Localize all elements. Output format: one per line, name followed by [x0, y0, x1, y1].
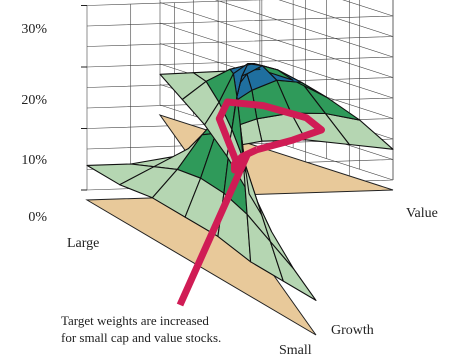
style-axis-end-label: Growth: [331, 323, 374, 338]
wall-gridline-h: [86, 0, 394, 27]
y-tick-20: 20%: [21, 93, 47, 108]
wall-gridline-h: [86, 0, 394, 68]
highlight-pointer: [176, 151, 251, 307]
annotation-line-1: Target weights are increased: [61, 313, 209, 328]
annotation-line-2: for small cap and value stocks.: [61, 330, 221, 345]
base-plane: [85, 114, 394, 336]
size-axis-start-label: Large: [67, 236, 99, 251]
surface-mesh: [86, 62, 394, 301]
y-tick-0: 0%: [28, 210, 47, 225]
base-slab: [85, 114, 394, 336]
wall-gridline-h: [86, 0, 394, 47]
y-tick-30: 30%: [21, 22, 47, 37]
style-axis-start-label: Value: [406, 206, 438, 221]
size-axis-end-label: Small: [279, 343, 312, 358]
wall-gridline-h: [86, 0, 265, 6]
surface-cell: [269, 241, 317, 301]
highlight-loop: [176, 98, 325, 307]
y-tick-10: 10%: [21, 153, 47, 168]
highlight-loop-path: [215, 98, 325, 174]
axis-labels: 0% 10% 20% 30% Large Small Value Growth …: [21, 22, 438, 358]
